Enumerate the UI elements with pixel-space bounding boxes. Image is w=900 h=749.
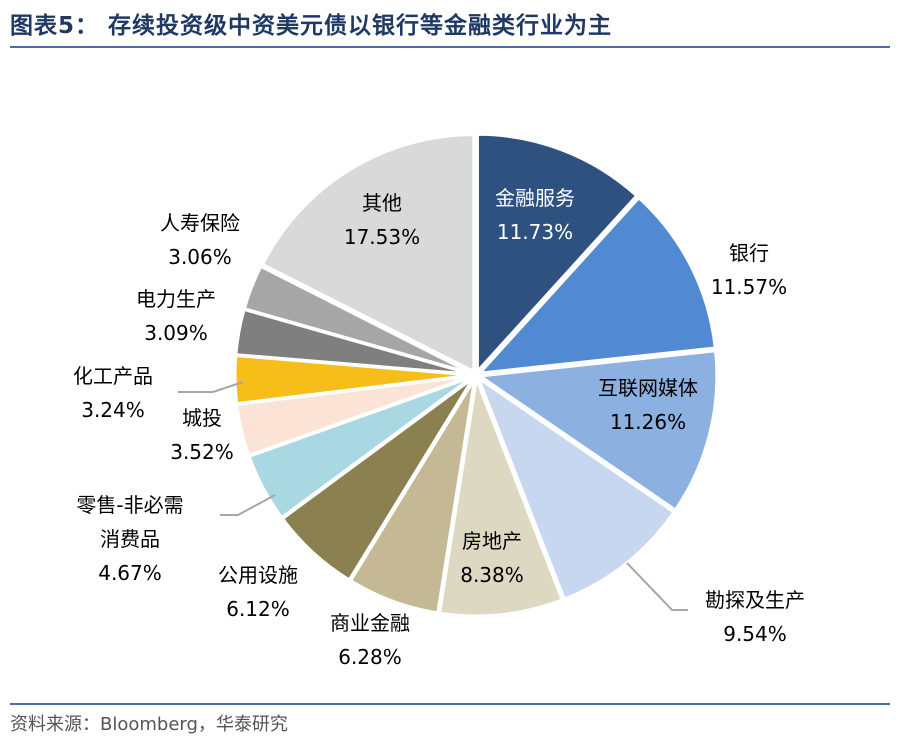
title-divider bbox=[10, 46, 890, 48]
slice-value-label: 8.38% bbox=[460, 563, 524, 587]
slice-value-label: 11.73% bbox=[497, 220, 573, 244]
slice-value-label: 3.06% bbox=[168, 245, 232, 269]
chart-header: 图表5： 存续投资级中资美元债以银行等金融类行业为主 bbox=[10, 6, 890, 46]
slice-label: 人寿保险 3.06% bbox=[160, 211, 240, 269]
pie-slice bbox=[242, 264, 473, 375]
slice-label: 电力生产 3.09% bbox=[136, 287, 216, 345]
slice-label: 其他 17.53% bbox=[344, 191, 420, 249]
slice-name-label: 公用设施 bbox=[218, 563, 298, 587]
slice-name-label: 勘探及生产 bbox=[705, 588, 805, 612]
slice-name-label: 银行 bbox=[729, 241, 769, 265]
slice-name-label: 互联网媒体 bbox=[598, 376, 698, 400]
slice-name-label: 零售-非必需 bbox=[76, 493, 183, 517]
slice-name-label: 人寿保险 bbox=[160, 211, 240, 235]
pie-slice bbox=[475, 349, 719, 513]
slice-value-label: 3.52% bbox=[170, 440, 234, 464]
leader-line bbox=[626, 562, 688, 611]
slice-value-label: 17.53% bbox=[344, 225, 420, 249]
pie-slice bbox=[260, 133, 476, 375]
slice-name-label: 商业金融 bbox=[330, 611, 410, 635]
slice-label: 银行 11.57% bbox=[711, 241, 787, 299]
slice-value-label: 3.09% bbox=[144, 321, 208, 345]
slice-value-label: 9.54% bbox=[723, 622, 787, 646]
source-note: 资料来源：Bloomberg，华泰研究 bbox=[10, 714, 288, 735]
leader-line bbox=[220, 494, 276, 516]
pie-slice bbox=[475, 195, 717, 376]
slice-label: 化工产品 3.24% bbox=[73, 364, 153, 422]
slice-name-label: 其他 bbox=[362, 191, 402, 215]
slice-name-label: 电力生产 bbox=[136, 287, 216, 311]
slice-value-label: 4.67% bbox=[98, 561, 162, 585]
slice-value-label: 11.57% bbox=[711, 275, 787, 299]
slice-name-label: 金融服务 bbox=[495, 186, 575, 210]
slice-label: 房地产 8.38% bbox=[460, 529, 524, 587]
slice-label: 互联网媒体 11.26% bbox=[598, 376, 698, 434]
slice-label: 公用设施 6.12% bbox=[218, 563, 298, 621]
pie-slice bbox=[475, 132, 639, 376]
leader-line bbox=[178, 381, 244, 393]
footer-divider bbox=[10, 703, 890, 705]
slice-name-label: 房地产 bbox=[462, 529, 522, 553]
slice-value-label: 6.12% bbox=[226, 597, 290, 621]
chart-title: 图表5： 存续投资级中资美元债以银行等金融类行业为主 bbox=[10, 13, 613, 39]
slice-label: 商业金融 6.28% bbox=[330, 611, 410, 669]
pie-slice bbox=[475, 374, 677, 602]
slice-name-label: 城投 bbox=[182, 406, 222, 430]
slice-label: 城投 3.52% bbox=[170, 406, 234, 464]
pie-slice bbox=[348, 377, 477, 615]
slice-name-label: 消费品 bbox=[100, 527, 160, 551]
slice-value-label: 6.28% bbox=[338, 645, 402, 669]
slice-label: 金融服务 11.73% bbox=[495, 186, 575, 244]
slice-name-label: 化工产品 bbox=[73, 364, 153, 388]
slice-label: 勘探及生产 9.54% bbox=[705, 588, 805, 646]
slice-value-label: 11.26% bbox=[610, 410, 686, 434]
pie-slice bbox=[437, 373, 565, 618]
slice-value-label: 3.24% bbox=[81, 398, 145, 422]
